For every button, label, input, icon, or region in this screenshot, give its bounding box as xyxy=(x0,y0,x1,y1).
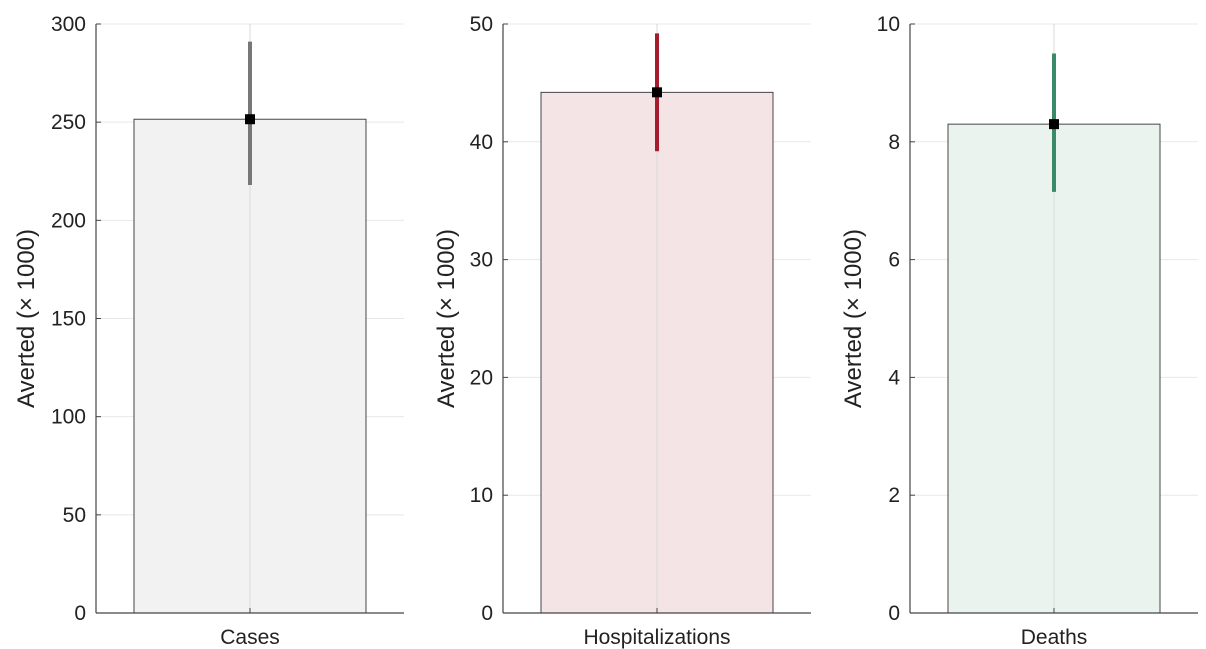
x-tick-label: Hospitalizations xyxy=(583,626,730,649)
mean-marker xyxy=(245,114,255,125)
y-tick-label: 20 xyxy=(470,366,493,389)
y-tick-label: 0 xyxy=(888,602,900,625)
panel-hospitalizations: 0 10 20 30 40 50 Hospitalizations Averted (× 10… xyxy=(433,13,811,649)
panel-cases: 0 50 100 150 200 250 300 Cases Averted (× 1000) xyxy=(13,13,404,649)
y-tick-label: 10 xyxy=(470,484,493,507)
y-tick-label: 200 xyxy=(51,209,86,232)
y-tick-label: 250 xyxy=(51,111,86,134)
x-tick-label: Deaths xyxy=(1021,626,1088,649)
mean-marker xyxy=(1049,119,1059,130)
y-tick-label: 4 xyxy=(888,366,900,389)
y-tick-label: 50 xyxy=(63,504,86,527)
y-tick-label: 300 xyxy=(51,13,86,36)
y-tick-label: 2 xyxy=(888,484,900,507)
y-axis-label: Averted (× 1000) xyxy=(13,229,40,408)
y-tick-label: 6 xyxy=(888,249,900,272)
y-axis-label: Averted (× 1000) xyxy=(840,229,867,408)
y-tick-label: 40 xyxy=(470,131,493,154)
y-tick-label: 0 xyxy=(481,602,493,625)
panel-deaths: 0 2 4 6 8 10 Deaths Averted (× 1000) xyxy=(840,13,1198,649)
y-tick-label: 30 xyxy=(470,249,493,272)
y-tick-label: 150 xyxy=(51,308,86,331)
y-tick-label: 0 xyxy=(74,602,86,625)
y-tick-label: 10 xyxy=(877,13,900,36)
y-axis-label: Averted (× 1000) xyxy=(433,229,460,408)
y-tick-label: 8 xyxy=(888,131,900,154)
y-tick-label: 50 xyxy=(470,13,493,36)
x-tick-label: Cases xyxy=(220,626,280,649)
mean-marker xyxy=(652,87,662,98)
y-tick-label: 100 xyxy=(51,406,86,429)
